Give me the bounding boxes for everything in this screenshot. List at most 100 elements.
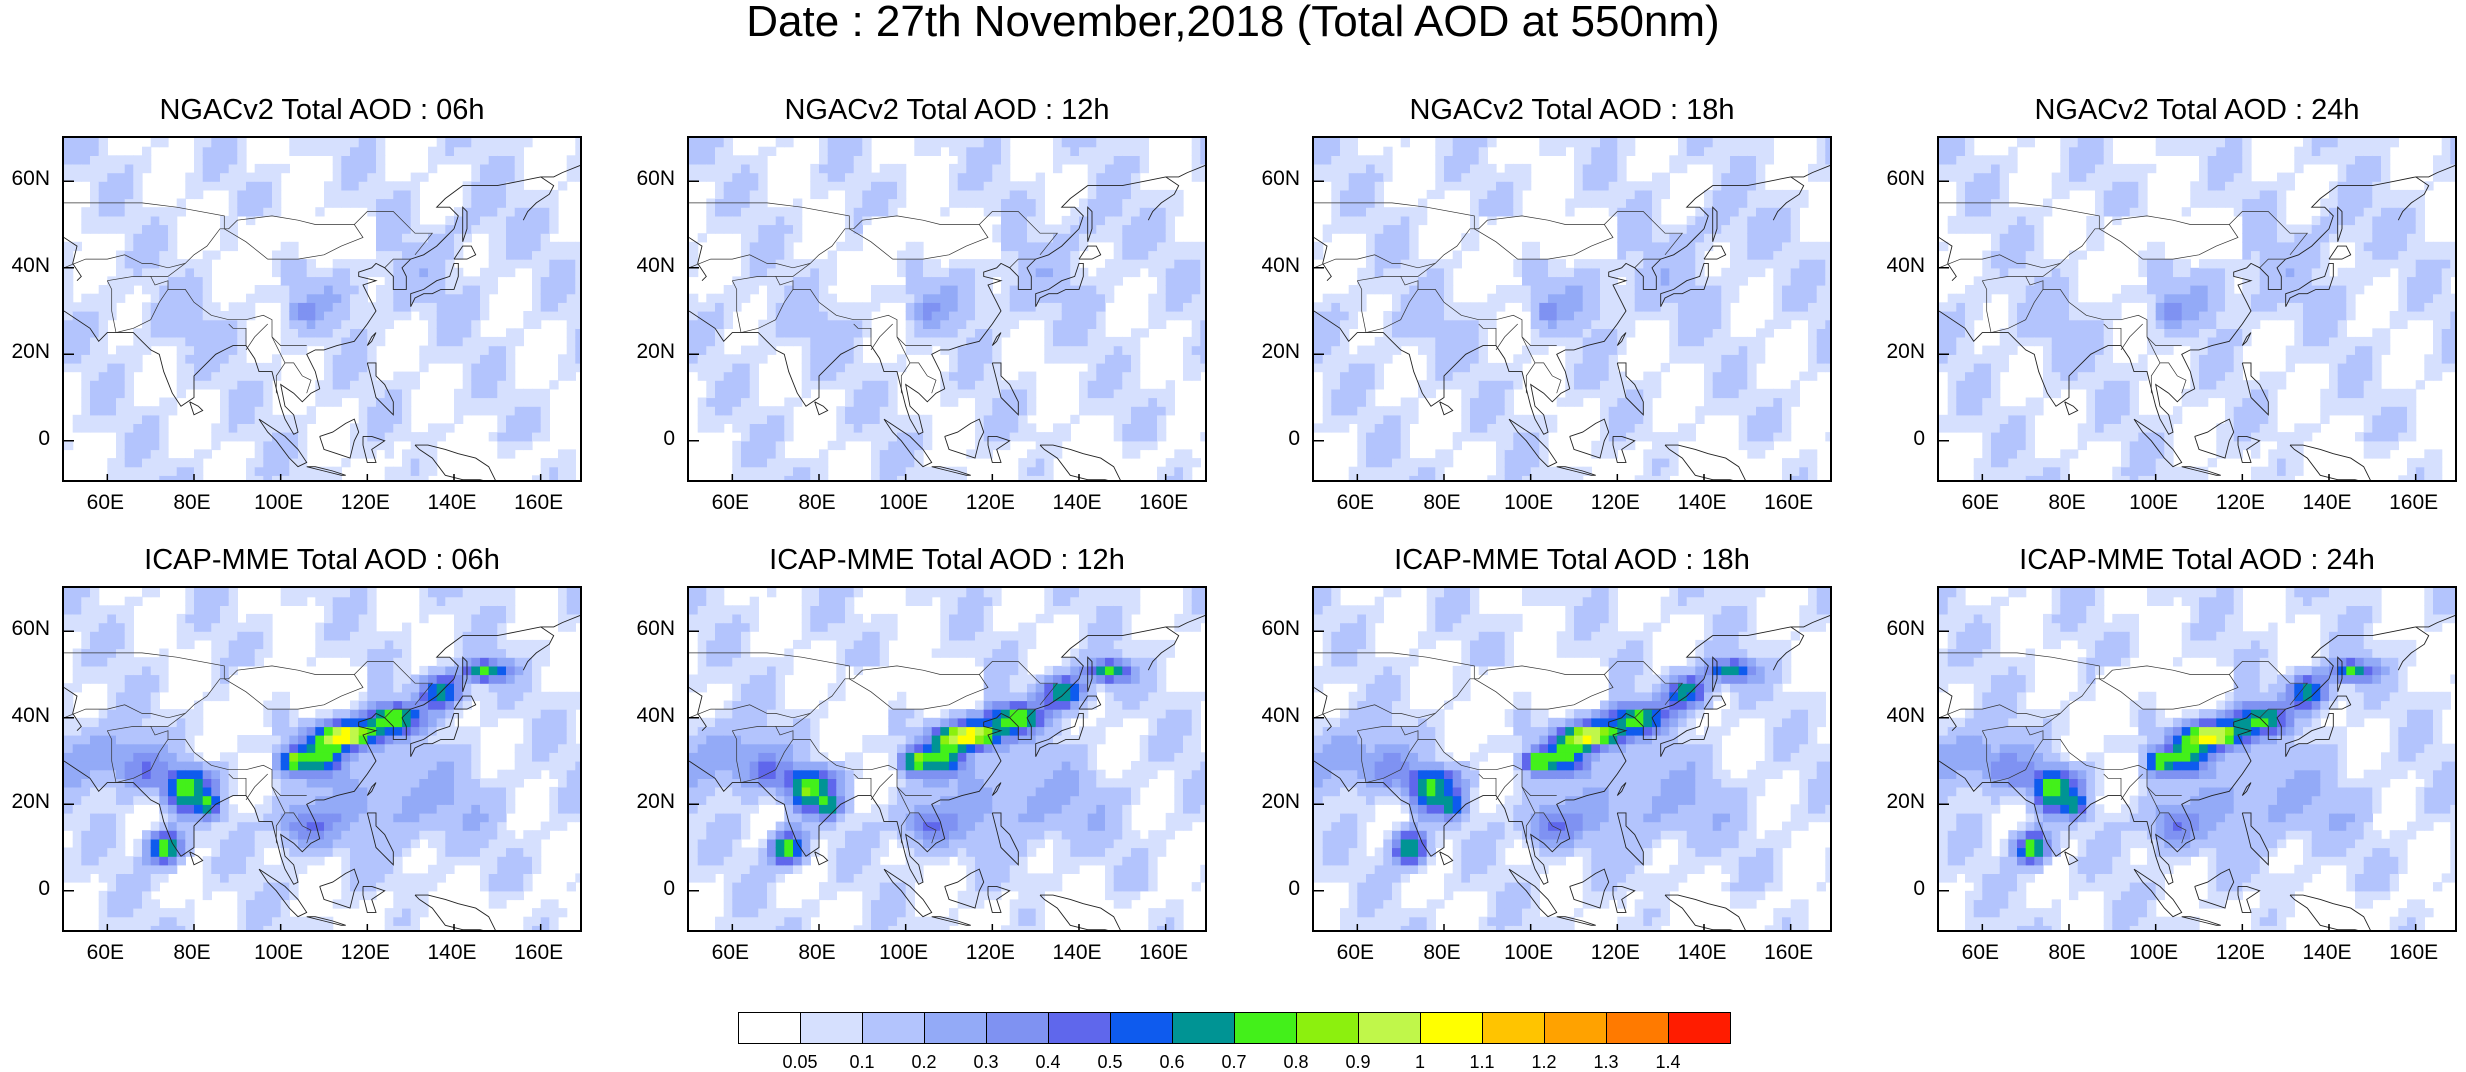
colorbar-label: 0.9 [1333,1052,1383,1072]
lon-tick-label: 80E [787,942,847,964]
colorbar-swatch [1482,1012,1545,1044]
aod-map [1314,138,1832,482]
coastline [1440,402,1453,415]
colorbar-swatch [738,1012,801,1044]
panel-title: NGACv2 Total AOD : 12h [647,94,1247,126]
colorbar-label: 0.4 [1023,1052,1073,1072]
aod-field [689,138,1207,482]
colorbar-label: 1.1 [1457,1052,1507,1072]
country-border [2151,363,2160,393]
lat-tick-label: 20N [1250,791,1300,813]
lon-tick-label: 160E [509,942,569,964]
lon-tick-label: 120E [1585,492,1645,514]
lon-tick-label: 100E [874,942,934,964]
lat-tick-label: 40N [1875,705,1925,727]
coastline [1040,895,1122,932]
country-border [1479,774,1496,796]
lat-tick-label: 60N [0,168,50,190]
lon-tick-label: 60E [1950,942,2010,964]
country-border [2104,774,2121,796]
aod-map [64,138,582,482]
colorbar-label: 0.3 [961,1052,1011,1072]
lon-tick-label: 60E [700,942,760,964]
colorbar-label: 0.7 [1209,1052,1259,1072]
aod-field [64,588,582,932]
aod-map [689,588,1207,932]
country-border [2121,324,2143,350]
panel-title: ICAP-MME Total AOD : 24h [1897,544,2466,576]
aod-field [1314,138,1832,482]
aod-field [1939,138,2457,482]
aod-field [689,588,1207,932]
country-border [1474,675,1613,710]
lat-tick-label: 60N [1250,168,1300,190]
lat-tick-label: 40N [0,255,50,277]
colorbar-label: 1.2 [1519,1052,1569,1072]
lon-tick-label: 160E [509,492,569,514]
colorbar-label: 1.3 [1581,1052,1631,1072]
country-border [224,675,363,710]
colorbar-label: 0.5 [1085,1052,1135,1072]
aod-field [64,138,582,482]
main-title: Date : 27th November,2018 (Total AOD at … [0,0,2466,44]
colorbar-swatch [986,1012,1049,1044]
lon-tick-label: 140E [1047,942,1107,964]
lon-tick-label: 120E [335,492,395,514]
lon-tick-label: 160E [1759,492,1819,514]
coastline [1440,852,1453,865]
lon-tick-label: 60E [1325,492,1385,514]
lon-tick-label: 140E [1672,492,1732,514]
lat-tick-label: 60N [1875,618,1925,640]
colorbar-swatch [1048,1012,1111,1044]
colorbar-swatch [924,1012,987,1044]
lat-tick-label: 0 [1250,878,1300,900]
lat-tick-label: 0 [0,428,50,450]
country-border [1526,363,1535,393]
lon-tick-label: 120E [335,942,395,964]
lat-tick-label: 60N [1250,618,1300,640]
aod-map [1939,588,2457,932]
country-border [1496,324,1518,350]
lat-tick-label: 40N [625,705,675,727]
aod-map [64,588,582,932]
map-panel [1312,586,1832,932]
coastline [190,402,203,415]
lon-tick-label: 140E [2297,492,2357,514]
lon-tick-label: 100E [249,492,309,514]
map-panel [1937,586,2457,932]
lat-tick-label: 0 [625,878,675,900]
lon-tick-label: 100E [2124,492,2184,514]
colorbar-label: 0.1 [837,1052,887,1072]
lat-tick-label: 0 [625,428,675,450]
lat-tick-label: 0 [1250,428,1300,450]
country-border [871,324,893,350]
panel-title: ICAP-MME Total AOD : 12h [647,544,1247,576]
coastline [2065,402,2078,415]
lon-tick-label: 80E [162,942,222,964]
lon-tick-label: 120E [960,492,1020,514]
coastline [815,402,828,415]
lon-tick-label: 120E [2210,492,2270,514]
lon-tick-label: 60E [1325,942,1385,964]
coastline [2329,246,2351,259]
lon-tick-label: 60E [1950,492,2010,514]
lat-tick-label: 0 [1875,878,1925,900]
colorbar-swatch [1606,1012,1669,1044]
lat-tick-label: 60N [625,618,675,640]
map-panel [687,136,1207,482]
lon-tick-label: 140E [1672,942,1732,964]
lon-tick-label: 100E [249,942,309,964]
panel-title: NGACv2 Total AOD : 24h [1897,94,2466,126]
aod-field [1939,588,2457,932]
colorbar-swatch [1358,1012,1421,1044]
colorbar-swatch [1296,1012,1359,1044]
lon-tick-label: 160E [1134,942,1194,964]
colorbar-swatch [862,1012,925,1044]
lon-tick-label: 160E [2384,492,2444,514]
lon-tick-label: 100E [1499,942,1559,964]
lat-tick-label: 60N [625,168,675,190]
panel-title: NGACv2 Total AOD : 06h [22,94,622,126]
colorbar-label: 1.4 [1643,1052,1693,1072]
lon-tick-label: 140E [422,492,482,514]
lat-tick-label: 20N [1250,341,1300,363]
